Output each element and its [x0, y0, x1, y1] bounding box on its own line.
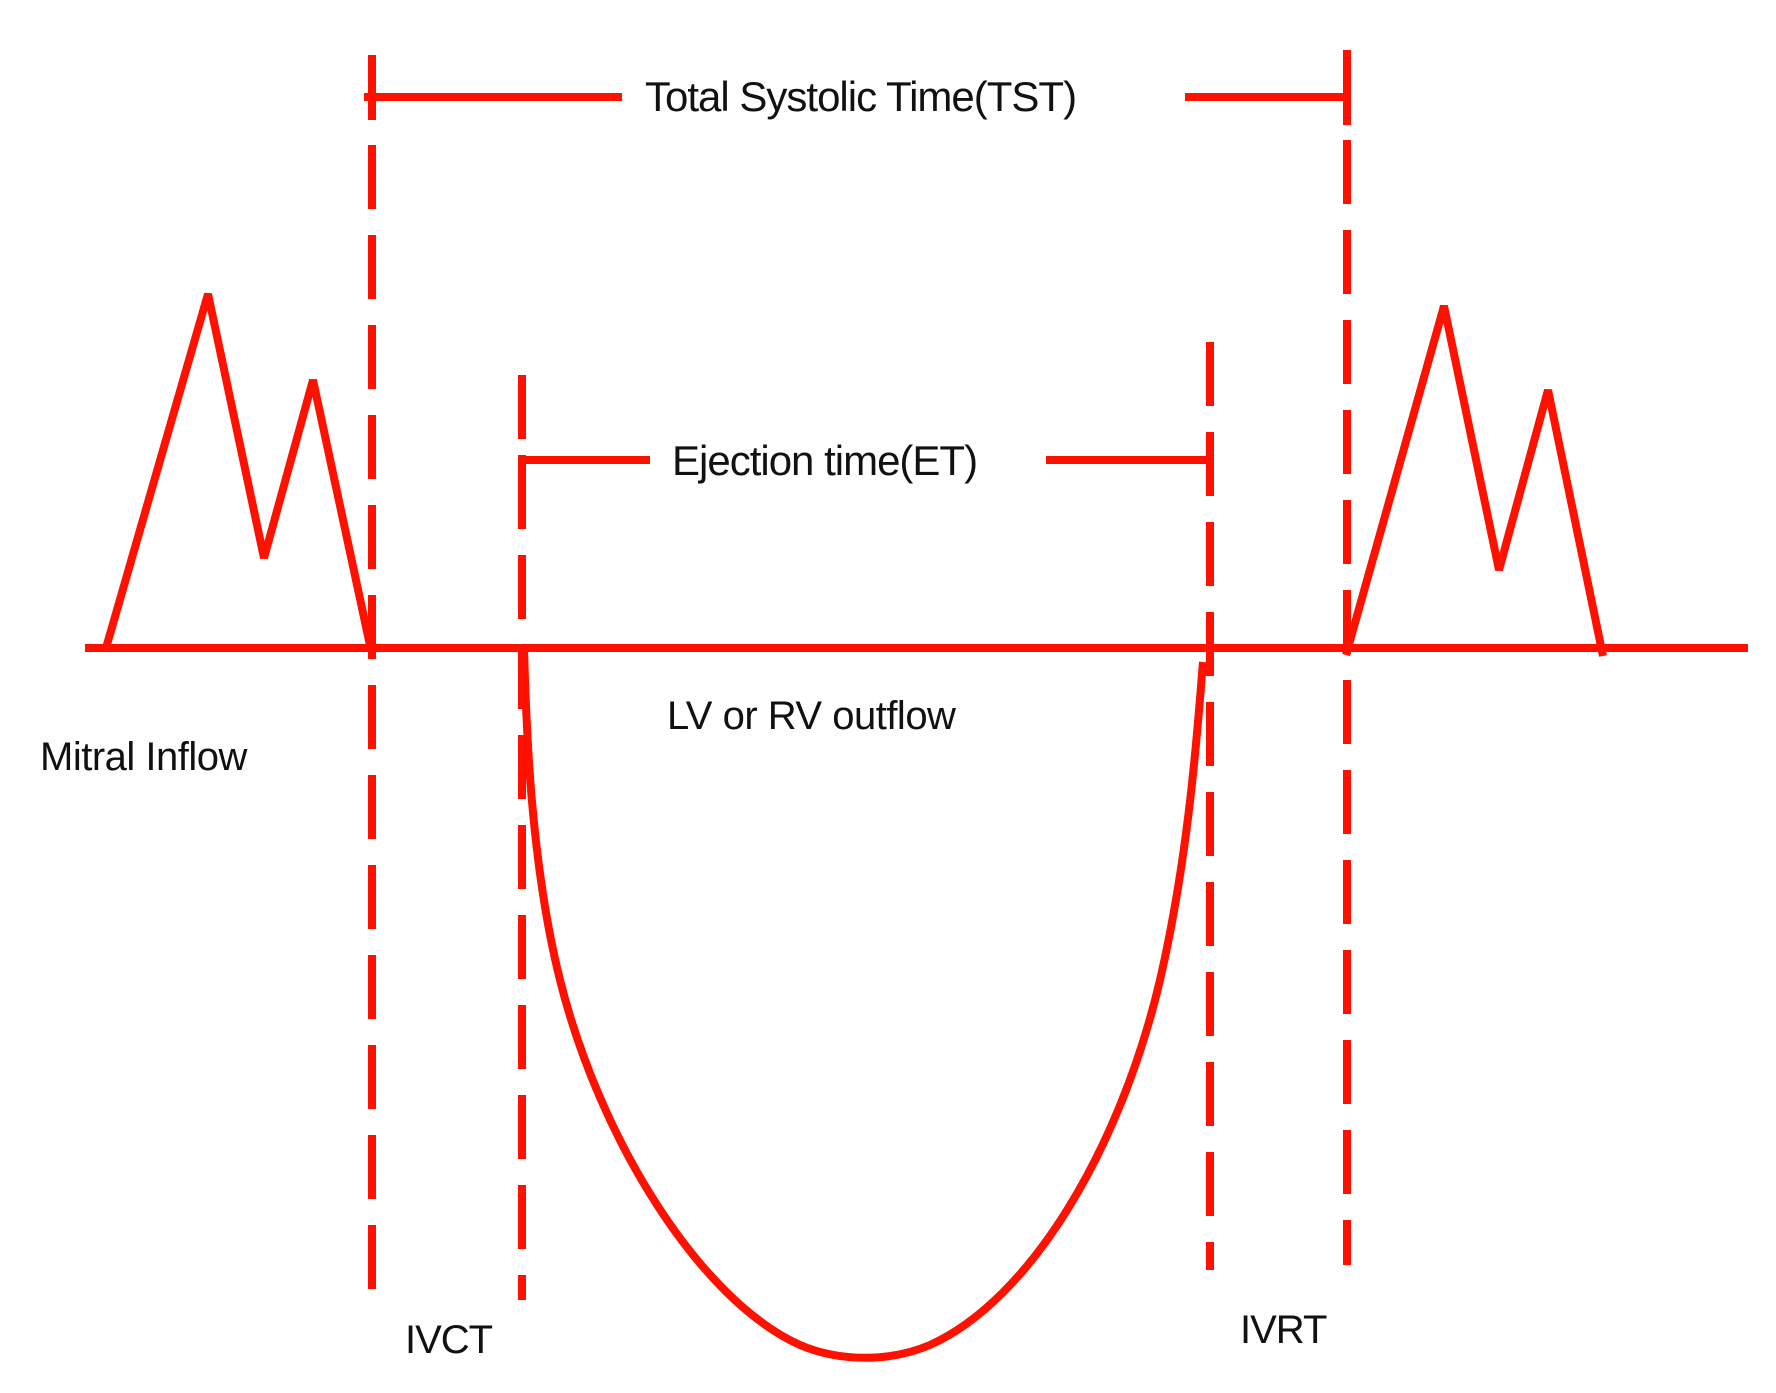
mitral-inflow-label: Mitral Inflow	[40, 735, 247, 779]
ivrt-label: IVRT	[1240, 1308, 1327, 1352]
tst-label: Total Systolic Time(TST)	[645, 73, 1077, 120]
outflow-label: LV or RV outflow	[667, 694, 956, 738]
ivct-label: IVCT	[405, 1318, 493, 1362]
mitral-inflow-wave-right	[1342, 304, 1607, 657]
mitral-inflow-wave-left	[102, 292, 375, 651]
et-label: Ejection time(ET)	[672, 437, 978, 484]
outflow-waveform	[520, 647, 1207, 1362]
